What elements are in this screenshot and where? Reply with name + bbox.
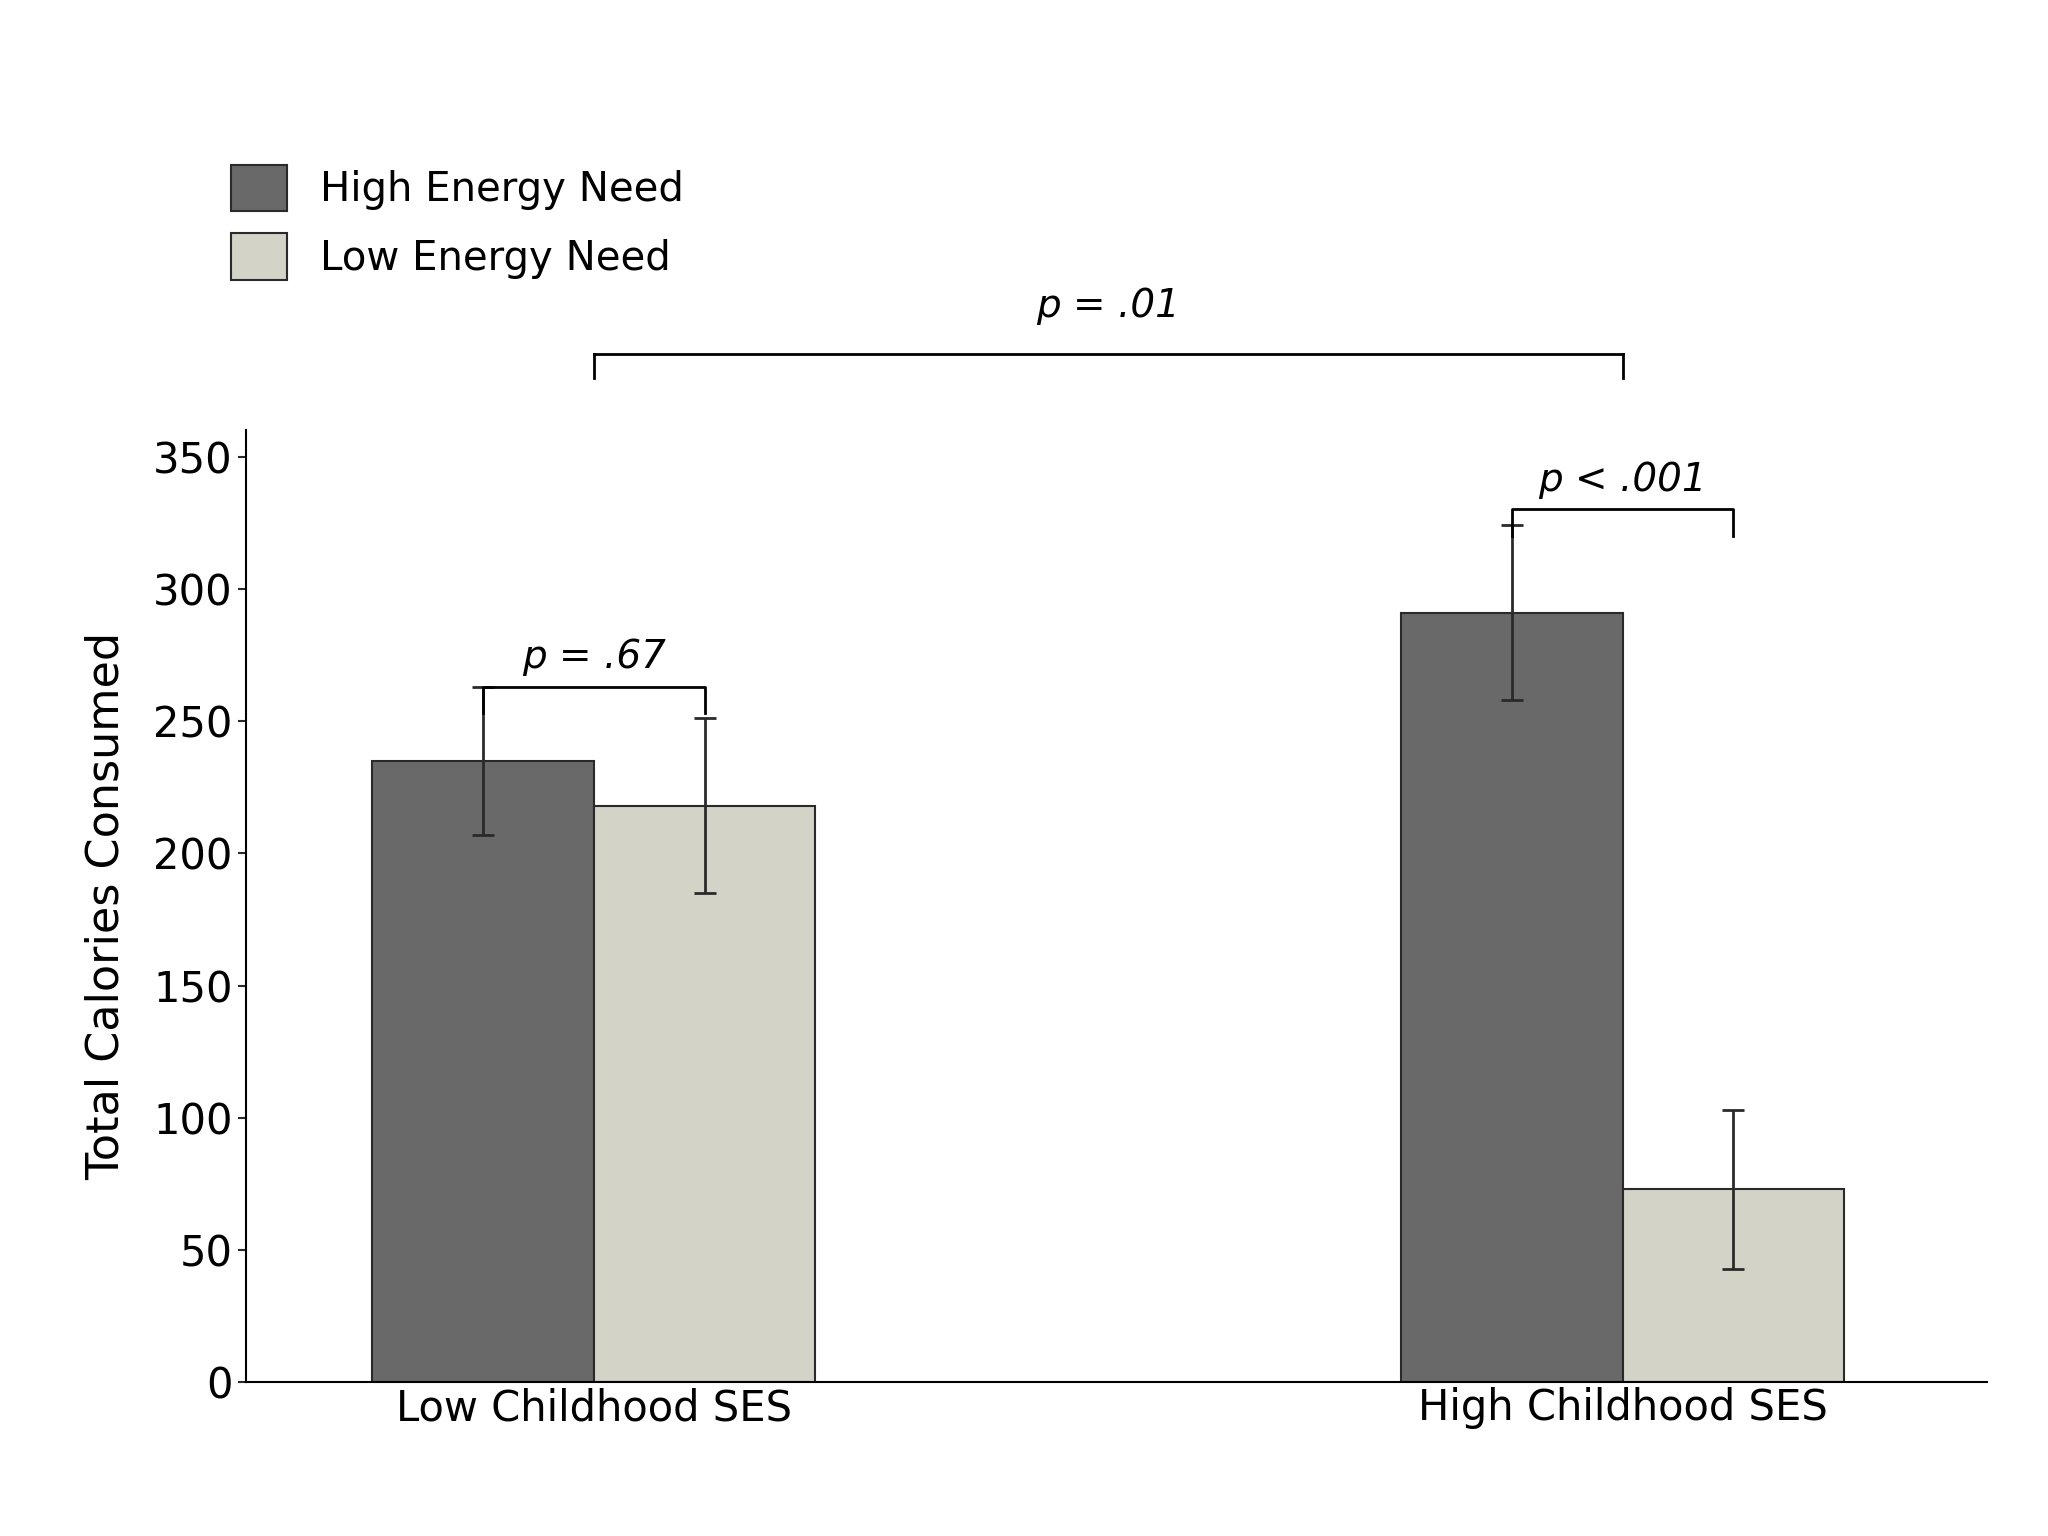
- Legend: High Energy Need, Low Energy Need: High Energy Need, Low Energy Need: [231, 164, 684, 280]
- Y-axis label: Total Calories Consumed: Total Calories Consumed: [84, 633, 127, 1180]
- Bar: [1401, 613, 1622, 1382]
- Text: p < .001: p < .001: [1538, 461, 1706, 499]
- Text: p = .67: p = .67: [522, 637, 666, 676]
- Text: p = .01: p = .01: [1036, 287, 1180, 326]
- Bar: [373, 760, 594, 1382]
- Bar: [1622, 1189, 1843, 1382]
- Bar: [594, 806, 815, 1382]
